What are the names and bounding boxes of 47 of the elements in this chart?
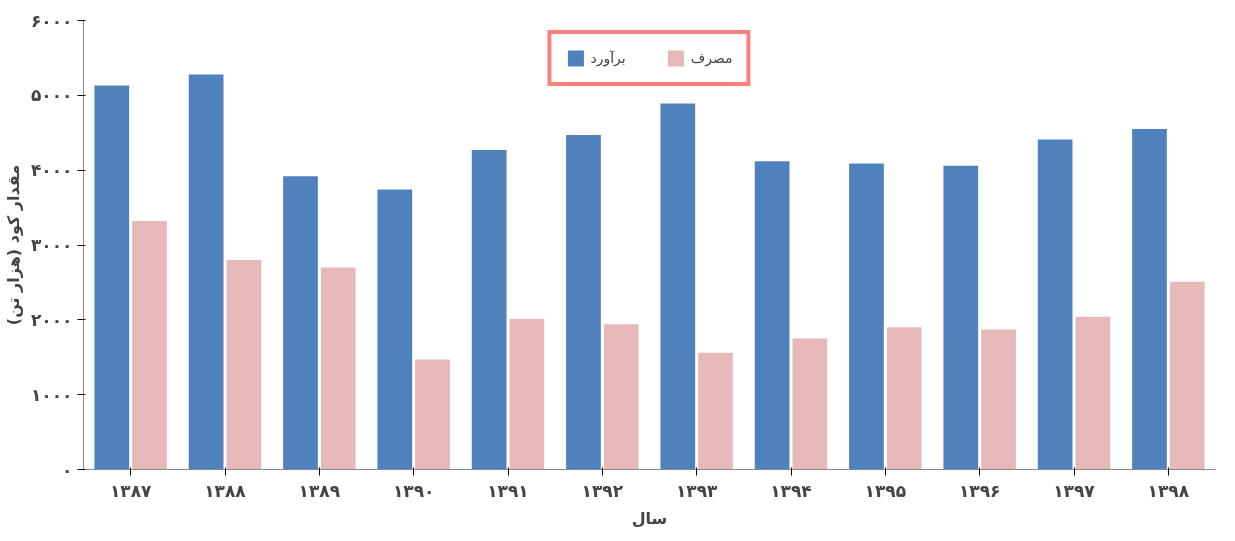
bar <box>471 149 507 470</box>
bar <box>94 85 130 470</box>
y-tick-label: ۳۰۰۰ <box>31 235 73 255</box>
y-tick-label: ۴۰۰۰ <box>31 160 73 181</box>
y-tick-label: ۵۰۰۰ <box>31 85 73 106</box>
y-tick-label: ۲۰۰۰ <box>31 309 73 330</box>
bar <box>566 134 601 470</box>
x-axis-title: سال <box>631 508 668 528</box>
bar <box>943 165 979 470</box>
y-tick-label: ۱۰۰۰ <box>31 384 73 405</box>
bar <box>283 176 318 470</box>
bar <box>698 352 733 470</box>
x-tick-label: ۱۳۹۷ <box>1053 480 1096 501</box>
x-tick-label: ۱۳۹۶ <box>958 480 1001 501</box>
bar <box>1075 316 1111 470</box>
bar <box>320 267 356 470</box>
x-tick-label: ۱۳۹۲ <box>581 480 624 501</box>
bar <box>1037 139 1073 470</box>
x-tick-label: ۱۳۹۰ <box>392 480 435 501</box>
y-tick-label: ۶۰۰۰ <box>31 10 73 31</box>
y-axis-title: مقدار کود (هزار تن) <box>4 164 23 326</box>
bar <box>1132 129 1167 470</box>
bar <box>792 338 828 470</box>
bar <box>849 163 884 470</box>
bar <box>660 103 696 470</box>
x-tick-label: ۱۳۹۱ <box>487 480 529 501</box>
legend-label: برآورد <box>590 50 626 66</box>
x-tick-label: ۱۳۸۹ <box>298 480 341 501</box>
bar <box>132 221 167 470</box>
bar <box>509 319 545 470</box>
bar <box>603 324 639 470</box>
bar <box>886 327 922 470</box>
legend-label: مصرف <box>690 50 733 66</box>
bar <box>1169 281 1205 470</box>
x-tick-label: ۱۳۸۸ <box>204 480 247 501</box>
y-tick-label: ۰ <box>62 459 73 480</box>
x-tick-label: ۱۳۸۷ <box>109 480 153 501</box>
bar <box>754 161 790 470</box>
x-tick-label: ۱۳۹۵ <box>864 480 907 501</box>
x-tick-label: ۱۳۹۴ <box>770 480 812 501</box>
x-tick-label: ۱۳۹۸ <box>1147 480 1190 501</box>
bar <box>377 189 413 470</box>
bar <box>981 329 1016 470</box>
x-tick-label: ۱۳۹۳ <box>675 480 719 501</box>
bar <box>188 74 224 470</box>
bar <box>415 359 450 470</box>
bar <box>226 259 262 470</box>
